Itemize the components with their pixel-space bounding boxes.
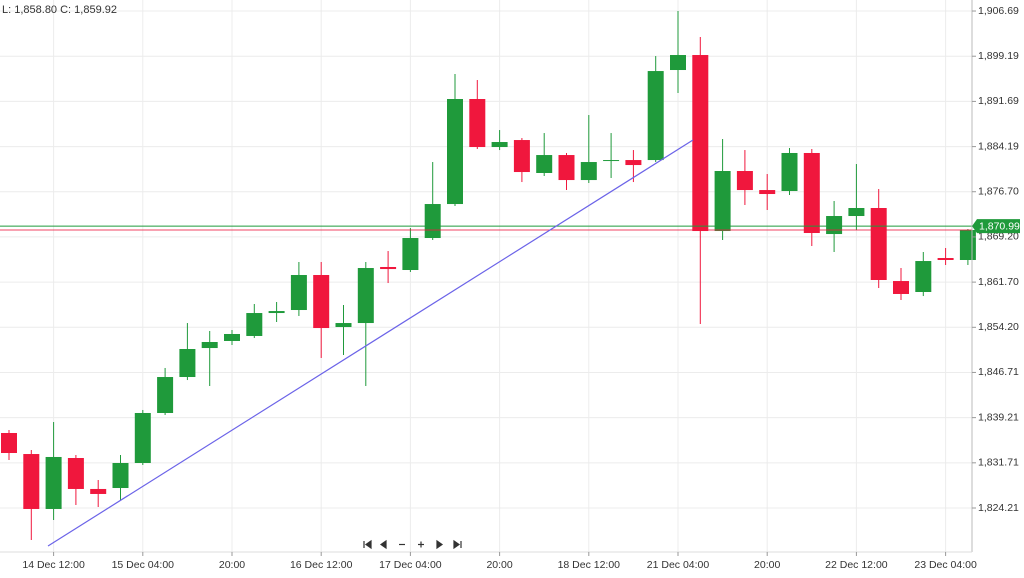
last-price-tag — [972, 219, 1020, 234]
candle-body — [268, 311, 285, 314]
x-tick-label: 16 Dec 12:00 — [290, 559, 353, 571]
candle-body — [447, 98, 463, 205]
candle-body — [201, 342, 218, 349]
candle-body — [826, 216, 843, 235]
trendline — [47, 139, 694, 547]
nav-zoom-in[interactable] — [418, 541, 424, 548]
y-tick-label: 1,869.20 — [978, 231, 1019, 243]
candle-body — [469, 98, 486, 148]
grid — [0, 0, 972, 552]
candle-body — [491, 142, 508, 148]
candle-body — [959, 229, 976, 261]
y-tick-label: 1,899.19 — [978, 50, 1019, 62]
candle-body — [179, 348, 196, 378]
candle-body — [134, 412, 151, 464]
x-tick-label: 18 Dec 12:00 — [558, 559, 621, 571]
y-tick-label: 1,884.19 — [978, 140, 1019, 152]
candle-body — [736, 171, 753, 191]
y-tick-label: 1,854.20 — [978, 321, 1019, 333]
candle-body — [45, 456, 62, 509]
candle-body — [580, 162, 597, 181]
x-tick-label: 21 Dec 04:00 — [647, 559, 710, 571]
x-tick-label: 15 Dec 04:00 — [112, 559, 175, 571]
y-tick-label: 1,906.69 — [978, 5, 1019, 17]
candle-body — [424, 204, 441, 239]
candle-body — [870, 208, 887, 281]
nav-next[interactable] — [436, 539, 444, 550]
candle-body — [23, 454, 40, 509]
candle-body — [647, 71, 664, 161]
y-tick-label: 1,831.71 — [978, 457, 1019, 469]
candle-body — [513, 140, 530, 173]
x-tick-label: 20:00 — [219, 559, 245, 571]
x-tick-label: 20:00 — [486, 559, 512, 571]
x-tick-label: 14 Dec 12:00 — [22, 559, 85, 571]
last-price-label: 1,870.99 — [979, 220, 1020, 232]
candle-body — [714, 171, 731, 232]
candle-body — [157, 377, 174, 413]
x-tick-label: 22 Dec 12:00 — [825, 559, 888, 571]
candle-body — [1, 432, 17, 454]
y-tick-label: 1,876.70 — [978, 186, 1019, 198]
candle-body — [915, 261, 932, 292]
candle-body — [692, 55, 709, 232]
candle-body — [558, 155, 575, 181]
candle-body — [357, 268, 374, 324]
navigation — [363, 539, 462, 550]
candle-body — [90, 488, 107, 494]
candle-body — [603, 160, 620, 162]
axes: 1,824.21 1,831.71 1,839.21 1,846.71 1,854.20… — [22, 5, 1020, 571]
candle-body — [224, 333, 240, 341]
nav-first[interactable] — [363, 539, 372, 550]
y-tick-label: 1,839.21 — [978, 411, 1019, 423]
x-tick-label: 23 Dec 04:00 — [914, 559, 977, 571]
candle-body — [290, 275, 307, 311]
candle-body — [335, 323, 352, 328]
candle-body — [893, 281, 909, 294]
nav-last[interactable] — [453, 539, 462, 550]
candle-body — [402, 238, 419, 271]
x-tick-label: 17 Dec 04:00 — [379, 559, 442, 571]
plot — [0, 11, 976, 541]
x-tick-label: 20:00 — [754, 559, 780, 571]
nav-prev[interactable] — [379, 539, 387, 550]
candle-body — [536, 155, 553, 173]
candle-body — [380, 266, 397, 270]
candle-body — [625, 160, 642, 166]
ohlc-info: L: 1,858.80 C: 1,859.92 — [2, 4, 117, 16]
candle-body — [67, 458, 84, 489]
candle-body — [670, 55, 686, 71]
candle-body — [937, 258, 954, 261]
candle-body — [759, 190, 776, 195]
y-tick-label: 1,861.70 — [978, 276, 1019, 288]
y-tick-label: 1,824.21 — [978, 502, 1019, 514]
candle-body — [781, 152, 798, 192]
candle-body — [313, 275, 330, 329]
candle-body — [848, 208, 865, 217]
y-tick-label: 1,846.71 — [978, 366, 1019, 378]
candle-body — [803, 152, 820, 234]
y-tick-label: 1,891.69 — [978, 95, 1019, 107]
candle-body — [246, 313, 263, 336]
candle-body — [112, 463, 129, 489]
